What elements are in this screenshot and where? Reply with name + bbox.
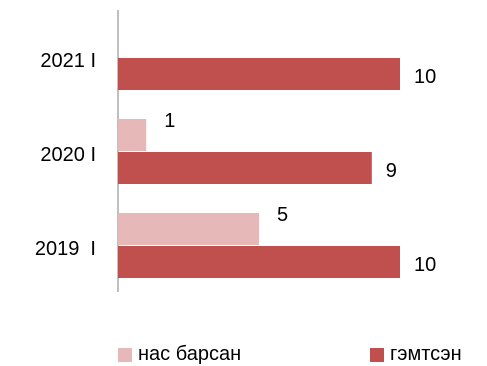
legend-label-0: нас барсан	[138, 343, 242, 365]
legend-item-0: нас барсан	[118, 343, 241, 366]
data-label-0-2: 5	[277, 204, 288, 226]
bar-0-2	[118, 213, 259, 245]
labels-group: 2021 I 10 2020 I 1 9 2019 I 5 10	[35, 50, 436, 276]
data-label-1-1: 9	[386, 160, 397, 182]
bar-0-1	[118, 119, 147, 151]
category-label-0: 2021 I	[40, 50, 96, 72]
bar-1-1	[118, 152, 372, 184]
bars-group	[118, 58, 400, 278]
legend-item-1: гэмтсэн	[370, 343, 462, 366]
legend-swatch-1	[370, 347, 384, 362]
legend-swatch-0	[118, 347, 132, 362]
legend-label-1: гэмтсэн	[390, 343, 462, 365]
data-label-0-1: 1	[164, 110, 175, 132]
bar-1-0	[118, 58, 400, 90]
legend: нас барсан гэмтсэн	[0, 340, 487, 365]
bar-1-2	[118, 246, 400, 278]
category-label-1: 2020 I	[40, 144, 96, 166]
data-label-1-2: 10	[414, 254, 436, 276]
data-label-1-0: 10	[414, 66, 436, 88]
category-label-2: 2019 I	[35, 238, 96, 260]
